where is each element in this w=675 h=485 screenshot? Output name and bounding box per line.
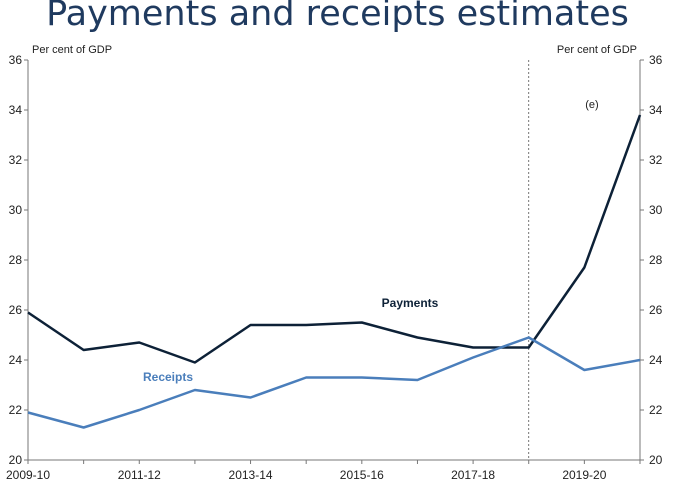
right-tick-label: 22 xyxy=(649,403,663,417)
left-tick-label: 32 xyxy=(9,153,23,167)
left-axis-unit-label: Per cent of GDP xyxy=(32,44,112,56)
left-tick-label: 36 xyxy=(9,53,23,67)
right-tick-label: 24 xyxy=(649,353,663,367)
left-tick-label: 24 xyxy=(9,353,23,367)
left-tick-label: 26 xyxy=(9,303,23,317)
x-tick-label: 2019-20 xyxy=(562,468,606,482)
x-tick-label: 2009-10 xyxy=(6,468,50,482)
x-tick-label: 2013-14 xyxy=(229,468,273,482)
series-label-receipts: Receipts xyxy=(143,370,193,384)
right-tick-label: 34 xyxy=(649,103,663,117)
series-label-payments: Payments xyxy=(382,296,439,310)
right-tick-label: 30 xyxy=(649,203,663,217)
left-tick-label: 34 xyxy=(9,103,23,117)
left-tick-label: 28 xyxy=(9,253,23,267)
series-line-receipts xyxy=(27,336,641,429)
right-tick-label: 20 xyxy=(649,453,663,467)
estimate-annotation: (e) xyxy=(585,99,598,111)
series-line-payments xyxy=(27,114,642,364)
x-tick-label: 2011-12 xyxy=(118,468,161,482)
chart-title: Payments and receipts estimates xyxy=(46,0,629,34)
x-tick-label: 2015-16 xyxy=(340,468,384,482)
left-tick-label: 22 xyxy=(9,403,23,417)
left-tick-label: 30 xyxy=(9,203,23,217)
right-tick-label: 26 xyxy=(649,303,663,317)
right-tick-label: 32 xyxy=(649,153,663,167)
x-tick-label: 2017-18 xyxy=(451,468,495,482)
right-tick-label: 28 xyxy=(649,253,663,267)
left-tick-label: 20 xyxy=(9,453,23,467)
right-axis-unit-label: Per cent of GDP xyxy=(557,44,637,56)
right-tick-label: 36 xyxy=(649,53,663,67)
